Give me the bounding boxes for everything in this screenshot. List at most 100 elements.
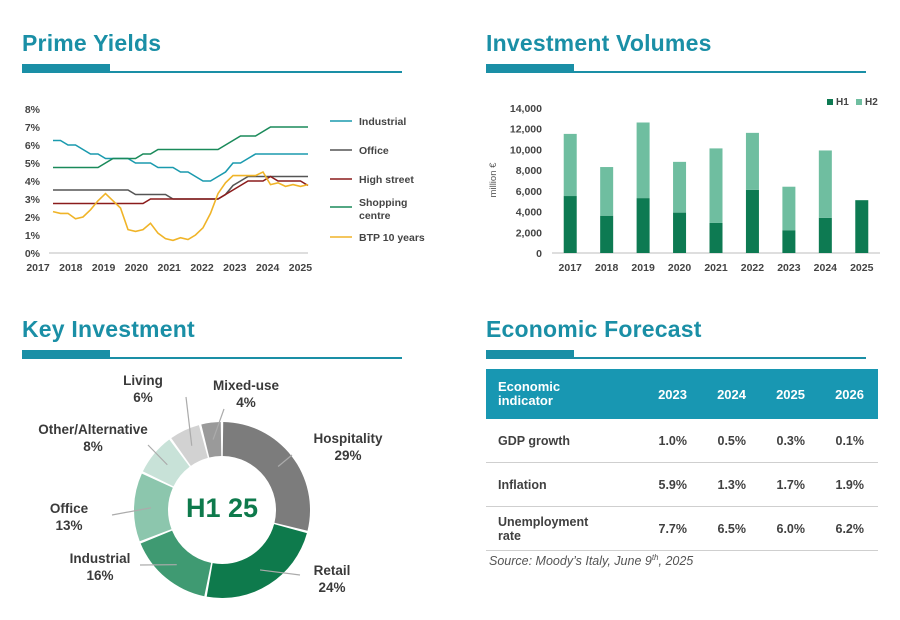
column-header-indicator: Economic indicator	[486, 369, 642, 419]
x-tick-label: 2024	[256, 262, 280, 274]
source-note: Source: Moody’s Italy, June 9th, 2025	[489, 553, 693, 568]
slice-label: Mixed-use	[213, 378, 280, 393]
table-cell: 6.0%	[760, 506, 819, 551]
y-tick-label: 0%	[25, 248, 41, 260]
donut-slice-office	[133, 473, 173, 542]
donut-slice-living	[171, 425, 208, 466]
key-investment-donut: Hospitality 29% Retail 24% Industrial 16% Offi…	[38, 373, 383, 598]
leader-line	[111, 507, 152, 516]
table-cell: 7.7%	[642, 506, 701, 551]
table-row: GDP growth 1.0% 0.5% 0.3% 0.1%	[486, 419, 878, 463]
y-tick-label: 7%	[25, 122, 41, 134]
y-tick-label: 14,000	[510, 103, 542, 115]
bar-h1-2022	[745, 189, 759, 253]
row-label: Unemployment rate	[486, 506, 642, 551]
column-header-2024: 2024	[701, 369, 760, 419]
series-line-shopping-centre	[53, 126, 308, 169]
bar-h1-2025	[855, 200, 869, 253]
leader-line	[259, 569, 301, 576]
column-header-2026: 2026	[819, 369, 878, 419]
leader-line	[185, 396, 193, 446]
table-row: Inflation 5.9% 1.3% 1.7% 1.9%	[486, 462, 878, 507]
y-tick-label: 5%	[25, 158, 41, 170]
table-cell: 0.5%	[701, 419, 760, 463]
slice-label: Living	[123, 373, 163, 388]
bar-h2-2023	[782, 186, 796, 231]
y-tick-label: 3%	[25, 194, 41, 206]
key-investment-leader-lines	[111, 396, 301, 576]
prime-yields-y-axis: 0% 1% 2% 3% 4% 5% 6% 7% 8%	[25, 104, 308, 260]
series-line-btp-10-years	[52, 170, 309, 242]
y-tick-label: 2%	[25, 212, 41, 224]
legend-label-cont: centre	[359, 210, 391, 222]
slice-percent: 24%	[318, 580, 345, 595]
row-label: GDP growth	[486, 419, 642, 463]
prime-yields-title: Prime Yields	[22, 30, 162, 56]
series-line-industrial	[53, 139, 308, 182]
table-cell: 0.3%	[760, 419, 819, 463]
table-cell: 5.9%	[642, 462, 701, 507]
prime-yields-legend: Industrial Office High street Shoppingcentr…	[330, 116, 425, 244]
bar-h1-2024	[818, 217, 832, 253]
x-tick-label: 2023	[777, 262, 801, 274]
x-tick-label: 2019	[631, 262, 655, 274]
bar-h2-2022	[745, 132, 759, 190]
table-header-row: Economic indicator 2023 2024 2025 2026	[486, 369, 878, 419]
x-tick-label: 2020	[668, 262, 692, 274]
economic-forecast-title: Economic Forecast	[486, 316, 702, 342]
x-tick-label: 2024	[814, 262, 838, 274]
investment-volumes-underline-accent	[486, 64, 574, 73]
x-tick-label: 2022	[741, 262, 765, 274]
bar-h1-2019	[636, 198, 650, 253]
leader-line	[147, 444, 168, 466]
prime-yields-lines	[52, 126, 309, 242]
prime-yields-x-axis: 2017 2018 2019 2020 2021 2022 2023 2024 2025	[26, 262, 312, 274]
economic-forecast-table-wrap: Economic indicator 2023 2024 2025 2026 GDP gr…	[486, 369, 878, 551]
prime-yields-chart: 0%1%2%3%4%5%6%7%8% 2017 2018 2019 2020 2021 2…	[25, 104, 425, 274]
y-tick-label: 6%	[25, 140, 41, 152]
donut-slice-retail	[206, 524, 307, 598]
key-investment-underline-accent	[22, 350, 110, 359]
y-tick-label: 10,000	[510, 144, 542, 156]
source-text: Source: Moody’s Italy, June 9	[489, 554, 652, 569]
x-tick-label: 2021	[704, 262, 728, 274]
y-tick-label: 4,000	[516, 207, 542, 219]
slice-percent: 4%	[236, 395, 256, 410]
legend-swatch	[856, 99, 862, 105]
prime-yields-underline-accent	[22, 64, 110, 73]
legend-swatch	[827, 99, 833, 105]
bar-h1-2020	[673, 212, 687, 253]
investment-volumes-underline	[486, 71, 866, 73]
slice-percent: 13%	[55, 518, 82, 533]
slice-percent: 8%	[83, 439, 103, 454]
investment-volumes-x-axis: 2017 2018 2019 2020 2021 2022 2023 2024 2025	[559, 262, 874, 274]
legend-label: Office	[359, 145, 389, 157]
table-cell: 1.3%	[701, 462, 760, 507]
y-tick-label: 8,000	[516, 165, 542, 177]
key-investment-title: Key Investment	[22, 316, 195, 342]
table-cell: 1.0%	[642, 419, 701, 463]
x-tick-label: 2025	[289, 262, 313, 274]
column-header-2023: 2023	[642, 369, 701, 419]
x-tick-label: 2017	[26, 262, 50, 274]
slice-percent: 29%	[334, 448, 361, 463]
source-tail: , 2025	[658, 554, 694, 569]
slice-label: Office	[50, 501, 89, 516]
legend-label: H1	[836, 97, 849, 108]
y-tick-label: 4%	[25, 176, 41, 188]
y-tick-label: 12,000	[510, 124, 542, 136]
bar-h1-2023	[782, 230, 796, 253]
slice-label: Industrial	[70, 551, 131, 566]
y-tick-label: 8%	[25, 104, 41, 116]
bar-h1-2021	[709, 222, 723, 253]
investment-volumes-bars	[563, 122, 869, 253]
x-tick-label: 2018	[595, 262, 619, 274]
bar-h1-2017	[563, 196, 577, 253]
y-tick-label: 6,000	[516, 186, 542, 198]
donut-center-label: H1 25	[186, 493, 258, 523]
x-tick-label: 2018	[59, 262, 83, 274]
legend-label: BTP 10 years	[359, 232, 425, 244]
x-tick-label: 2021	[158, 262, 182, 274]
bar-h2-2024	[818, 150, 832, 218]
economic-forecast-underline-accent	[486, 350, 574, 359]
